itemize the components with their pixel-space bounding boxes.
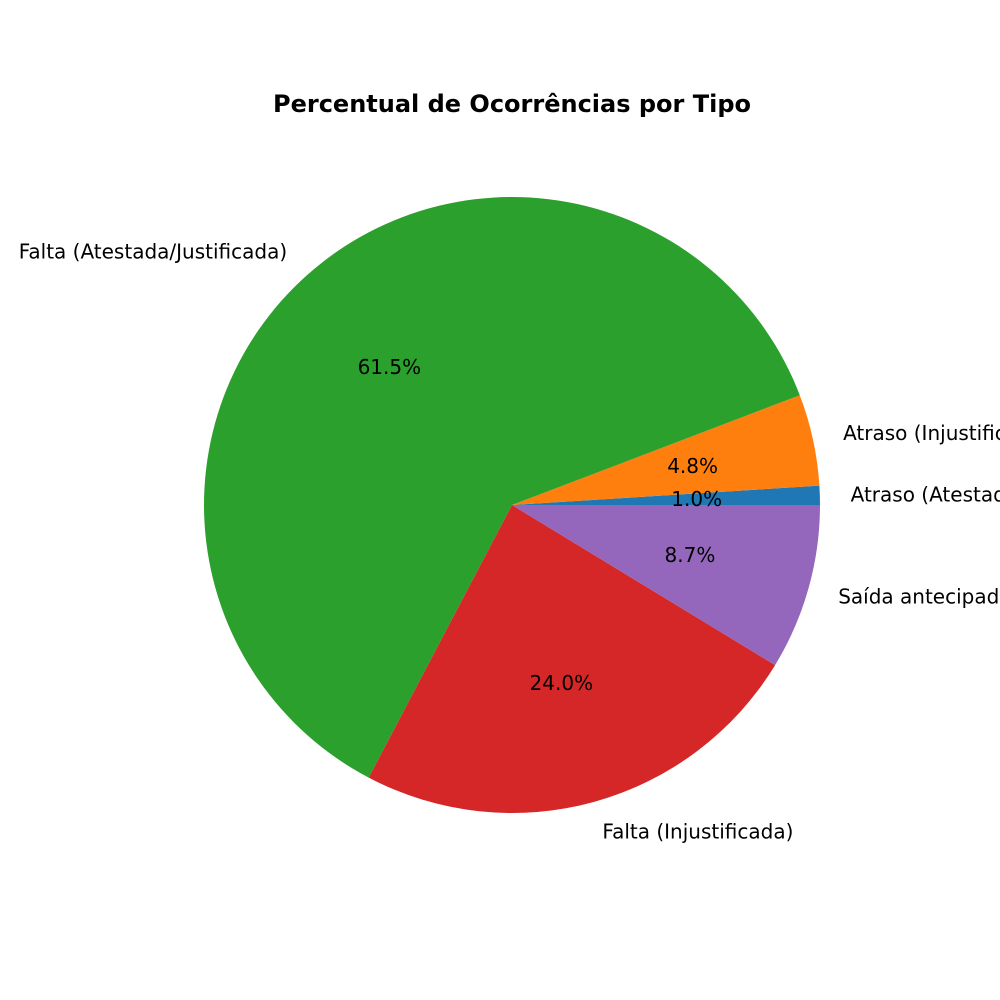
slice-label-atraso-injustificado: Atraso (Injustificado) <box>843 421 1000 445</box>
slice-percent-atraso-injustificado: 4.8% <box>667 454 718 478</box>
slice-label-saida-antecipada: Saída antecipada <box>838 584 1000 608</box>
pie-labels: Atraso (Atestado/Justificado) 1.0% Atraso … <box>19 240 1000 844</box>
slice-label-falta-atestada-justificada: Falta (Atestada/Justificada) <box>19 240 287 264</box>
slice-percent-falta-injustificada: 24.0% <box>530 671 594 695</box>
pie-slice-falta-atestada-justificada <box>204 197 800 778</box>
pie-slice-falta-injustificada <box>368 505 776 813</box>
slice-label-falta-injustificada: Falta (Injustificada) <box>602 820 793 844</box>
slice-percent-atraso-atestado-justificado: 1.0% <box>671 487 722 511</box>
slice-percent-saida-antecipada: 8.7% <box>665 543 716 567</box>
pie-slice-saida-antecipada <box>512 505 820 666</box>
pie-slice-atraso-atestado-justificado <box>512 485 820 505</box>
chart-title: Percentual de Ocorrências por Tipo <box>273 90 751 118</box>
pie-slices <box>204 197 820 813</box>
slice-label-atraso-atestado-justificado: Atraso (Atestado/Justificado) <box>851 482 1000 506</box>
slice-percent-falta-atestada-justificada: 61.5% <box>358 355 422 379</box>
pie-slice-atraso-injustificado <box>512 395 820 505</box>
